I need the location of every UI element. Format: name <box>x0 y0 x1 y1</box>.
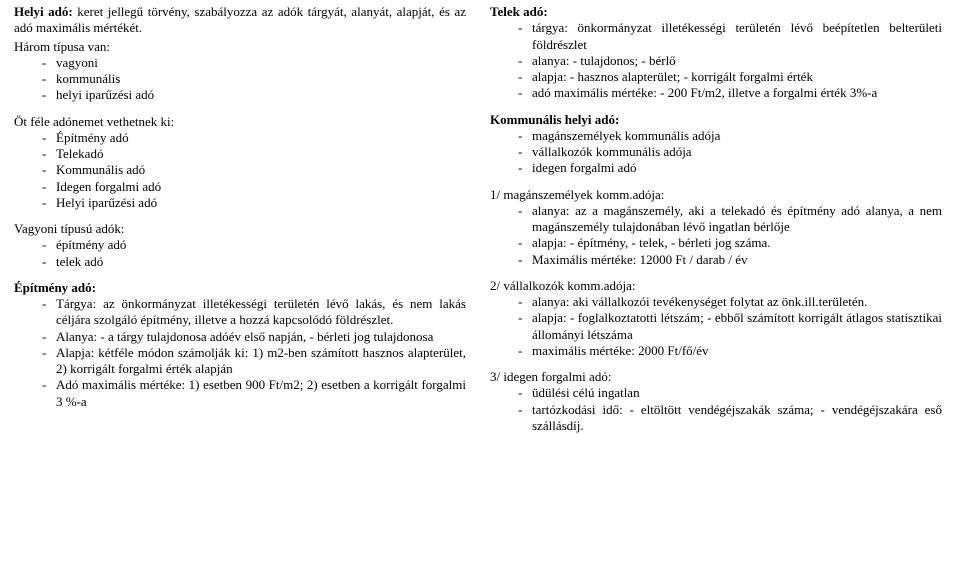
komm-list: magánszemélyek kommunális adója vállalko… <box>490 128 942 177</box>
list-item: magánszemélyek kommunális adója <box>518 128 942 144</box>
list-item: üdülési célú ingatlan <box>518 385 942 401</box>
list-item: építmény adó <box>42 237 466 253</box>
list-item: Telekadó <box>42 146 466 162</box>
list-item: Építmény adó <box>42 130 466 146</box>
list-item: vagyoni <box>42 55 466 71</box>
idegen-block: 3/ idegen forgalmi adó: üdülési célú ing… <box>490 369 942 434</box>
vall-heading: 2/ vállalkozók komm.adója: <box>490 278 942 294</box>
epitmeny-heading: Építmény adó: <box>14 280 466 296</box>
telek-heading: Telek adó: <box>490 4 942 20</box>
ot-fele-block: Öt féle adónemet vethetnek ki: Építmény … <box>14 114 466 212</box>
list-item: adó maximális mértéke: - 200 Ft/m2, ille… <box>518 85 942 101</box>
harom-tipusa-list: vagyoni kommunális helyi iparűzési adó <box>14 55 466 104</box>
harom-tipusa-heading: Három típusa van: <box>14 39 466 55</box>
document-two-columns: Helyi adó: keret jellegű törvény, szabál… <box>0 0 960 448</box>
list-item: alanya: - tulajdonos; - bérlő <box>518 53 942 69</box>
telek-list: tárgya: önkormányzat illetékességi terül… <box>490 20 942 101</box>
vall-list: alanya: aki vállalkozói tevékenységet fo… <box>490 294 942 359</box>
list-item: vállalkozók kommunális adója <box>518 144 942 160</box>
helyi-ado-text: keret jellegű törvény, szabályozza az ad… <box>14 4 466 35</box>
vall-block: 2/ vállalkozók komm.adója: alanya: aki v… <box>490 278 942 359</box>
left-column: Helyi adó: keret jellegű törvény, szabál… <box>14 4 466 444</box>
magan-heading: 1/ magánszemélyek komm.adója: <box>490 187 942 203</box>
list-item: Idegen forgalmi adó <box>42 179 466 195</box>
list-item: Alapja: kétféle módon számolják ki: 1) m… <box>42 345 466 378</box>
list-item: tartózkodási idő: - eltöltött vendégéjsz… <box>518 402 942 435</box>
vagyoni-block: Vagyoni típusú adók: építmény adó telek … <box>14 221 466 270</box>
list-item: Maximális mértéke: 12000 Ft / darab / év <box>518 252 942 268</box>
harom-tipusa-block: Három típusa van: vagyoni kommunális hel… <box>14 39 466 104</box>
list-item: Alanya: - a tárgy tulajdonosa adóév első… <box>42 329 466 345</box>
list-item: maximális mértéke: 2000 Ft/fő/év <box>518 343 942 359</box>
ot-fele-list: Építmény adó Telekadó Kommunális adó Ide… <box>14 130 466 211</box>
ot-fele-heading: Öt féle adónemet vethetnek ki: <box>14 114 466 130</box>
list-item: Kommunális adó <box>42 162 466 178</box>
list-item: alapja: - foglalkoztatotti létszám; - eb… <box>518 310 942 343</box>
helyi-ado-bold: Helyi adó: <box>14 4 73 19</box>
idegen-heading: 3/ idegen forgalmi adó: <box>490 369 942 385</box>
epitmeny-block: Építmény adó: Tárgya: az önkormányzat il… <box>14 280 466 410</box>
idegen-list: üdülési célú ingatlan tartózkodási idő: … <box>490 385 942 434</box>
list-item: alapja: - építmény, - telek, - bérleti j… <box>518 235 942 251</box>
magan-block: 1/ magánszemélyek komm.adója: alanya: az… <box>490 187 942 268</box>
list-item: telek adó <box>42 254 466 270</box>
epitmeny-list: Tárgya: az önkormányzat illetékességi te… <box>14 296 466 410</box>
vagyoni-list: építmény adó telek adó <box>14 237 466 270</box>
helyi-ado-intro: Helyi adó: keret jellegű törvény, szabál… <box>14 4 466 37</box>
list-item: alanya: aki vállalkozói tevékenységet fo… <box>518 294 942 310</box>
list-item: helyi iparűzési adó <box>42 87 466 103</box>
list-item: Adó maximális mértéke: 1) esetben 900 Ft… <box>42 377 466 410</box>
list-item: Tárgya: az önkormányzat illetékességi te… <box>42 296 466 329</box>
right-column: Telek adó: tárgya: önkormányzat illetéke… <box>490 4 942 444</box>
list-item: tárgya: önkormányzat illetékességi terül… <box>518 20 942 53</box>
list-item: Helyi iparűzési adó <box>42 195 466 211</box>
komm-heading: Kommunális helyi adó: <box>490 112 942 128</box>
list-item: alanya: az a magánszemély, aki a telekad… <box>518 203 942 236</box>
list-item: kommunális <box>42 71 466 87</box>
list-item: idegen forgalmi adó <box>518 160 942 176</box>
telek-block: Telek adó: tárgya: önkormányzat illetéke… <box>490 4 942 102</box>
vagyoni-heading: Vagyoni típusú adók: <box>14 221 466 237</box>
magan-list: alanya: az a magánszemély, aki a telekad… <box>490 203 942 268</box>
list-item: alapja: - hasznos alapterület; - korrigá… <box>518 69 942 85</box>
komm-block: Kommunális helyi adó: magánszemélyek kom… <box>490 112 942 177</box>
